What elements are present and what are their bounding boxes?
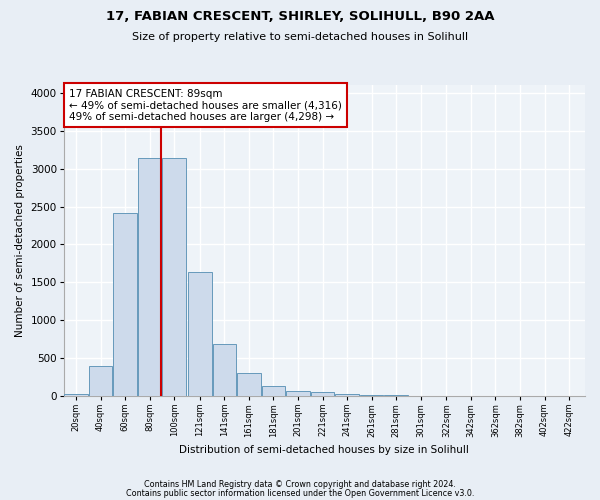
Bar: [213, 344, 236, 396]
Bar: [163, 158, 186, 396]
Text: 17 FABIAN CRESCENT: 89sqm
← 49% of semi-detached houses are smaller (4,316)
49% : 17 FABIAN CRESCENT: 89sqm ← 49% of semi-…: [69, 88, 342, 122]
Bar: [113, 212, 137, 396]
Bar: [237, 373, 260, 396]
Text: Contains public sector information licensed under the Open Government Licence v3: Contains public sector information licen…: [126, 489, 474, 498]
Bar: [89, 366, 112, 396]
Bar: [138, 158, 161, 396]
Bar: [64, 394, 88, 396]
Bar: [335, 394, 359, 396]
Bar: [286, 391, 310, 396]
Y-axis label: Number of semi-detached properties: Number of semi-detached properties: [15, 144, 25, 337]
Text: Contains HM Land Registry data © Crown copyright and database right 2024.: Contains HM Land Registry data © Crown c…: [144, 480, 456, 489]
Bar: [311, 392, 334, 396]
Text: Size of property relative to semi-detached houses in Solihull: Size of property relative to semi-detach…: [132, 32, 468, 42]
X-axis label: Distribution of semi-detached houses by size in Solihull: Distribution of semi-detached houses by …: [179, 445, 469, 455]
Bar: [262, 386, 285, 396]
Bar: [188, 272, 212, 396]
Bar: [360, 395, 383, 396]
Text: 17, FABIAN CRESCENT, SHIRLEY, SOLIHULL, B90 2AA: 17, FABIAN CRESCENT, SHIRLEY, SOLIHULL, …: [106, 10, 494, 23]
